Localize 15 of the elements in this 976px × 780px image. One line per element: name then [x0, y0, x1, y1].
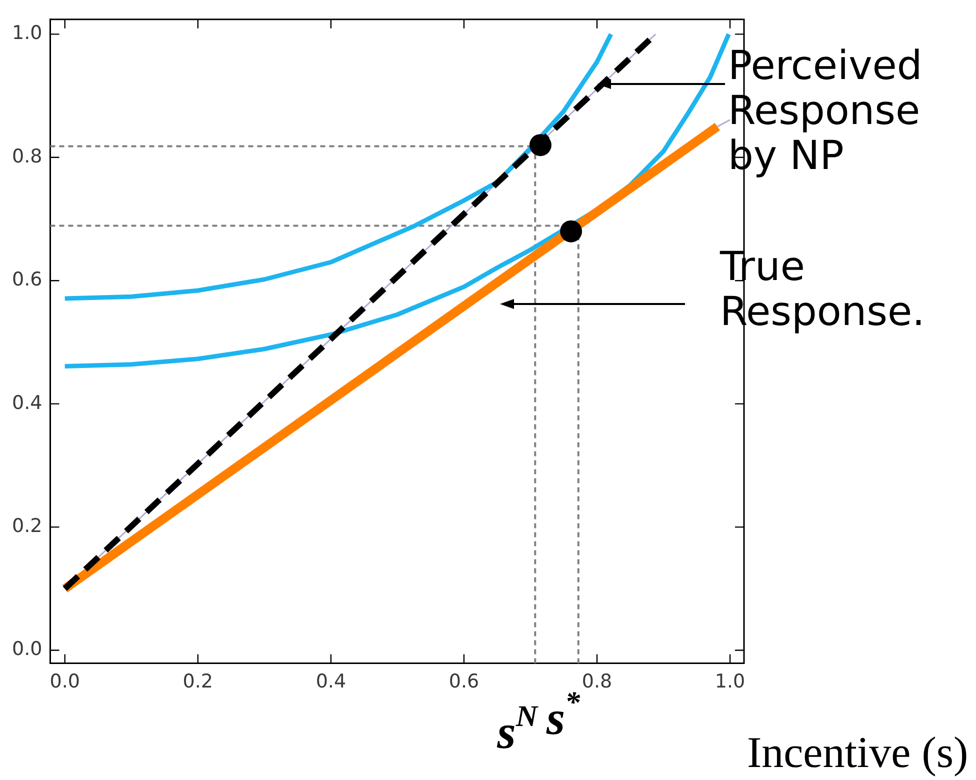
y-tick-label: 1.0	[12, 22, 42, 44]
x-tick-label: 0.6	[448, 670, 480, 693]
x-tick-label: 0.8	[582, 670, 612, 693]
ref-line-label: s$^{*}$	[546, 686, 580, 746]
y-tick-label: 0.0	[12, 638, 42, 660]
y-tick-label: 0.4	[12, 392, 42, 414]
x-tick-label: 1.0	[714, 670, 746, 693]
y-tick-label: 0.2	[12, 514, 42, 537]
y-tick-label: 0.6	[12, 268, 42, 291]
y-tick-label: 0.8	[12, 145, 42, 168]
ref-line-label: s$^{N}$	[497, 700, 538, 760]
x-tick-label: 0.2	[182, 670, 213, 693]
x-axis-title: Incentive (s)	[747, 727, 968, 778]
x-tick-label: 0.0	[50, 670, 80, 693]
x-tick-label: 0.4	[316, 670, 346, 693]
